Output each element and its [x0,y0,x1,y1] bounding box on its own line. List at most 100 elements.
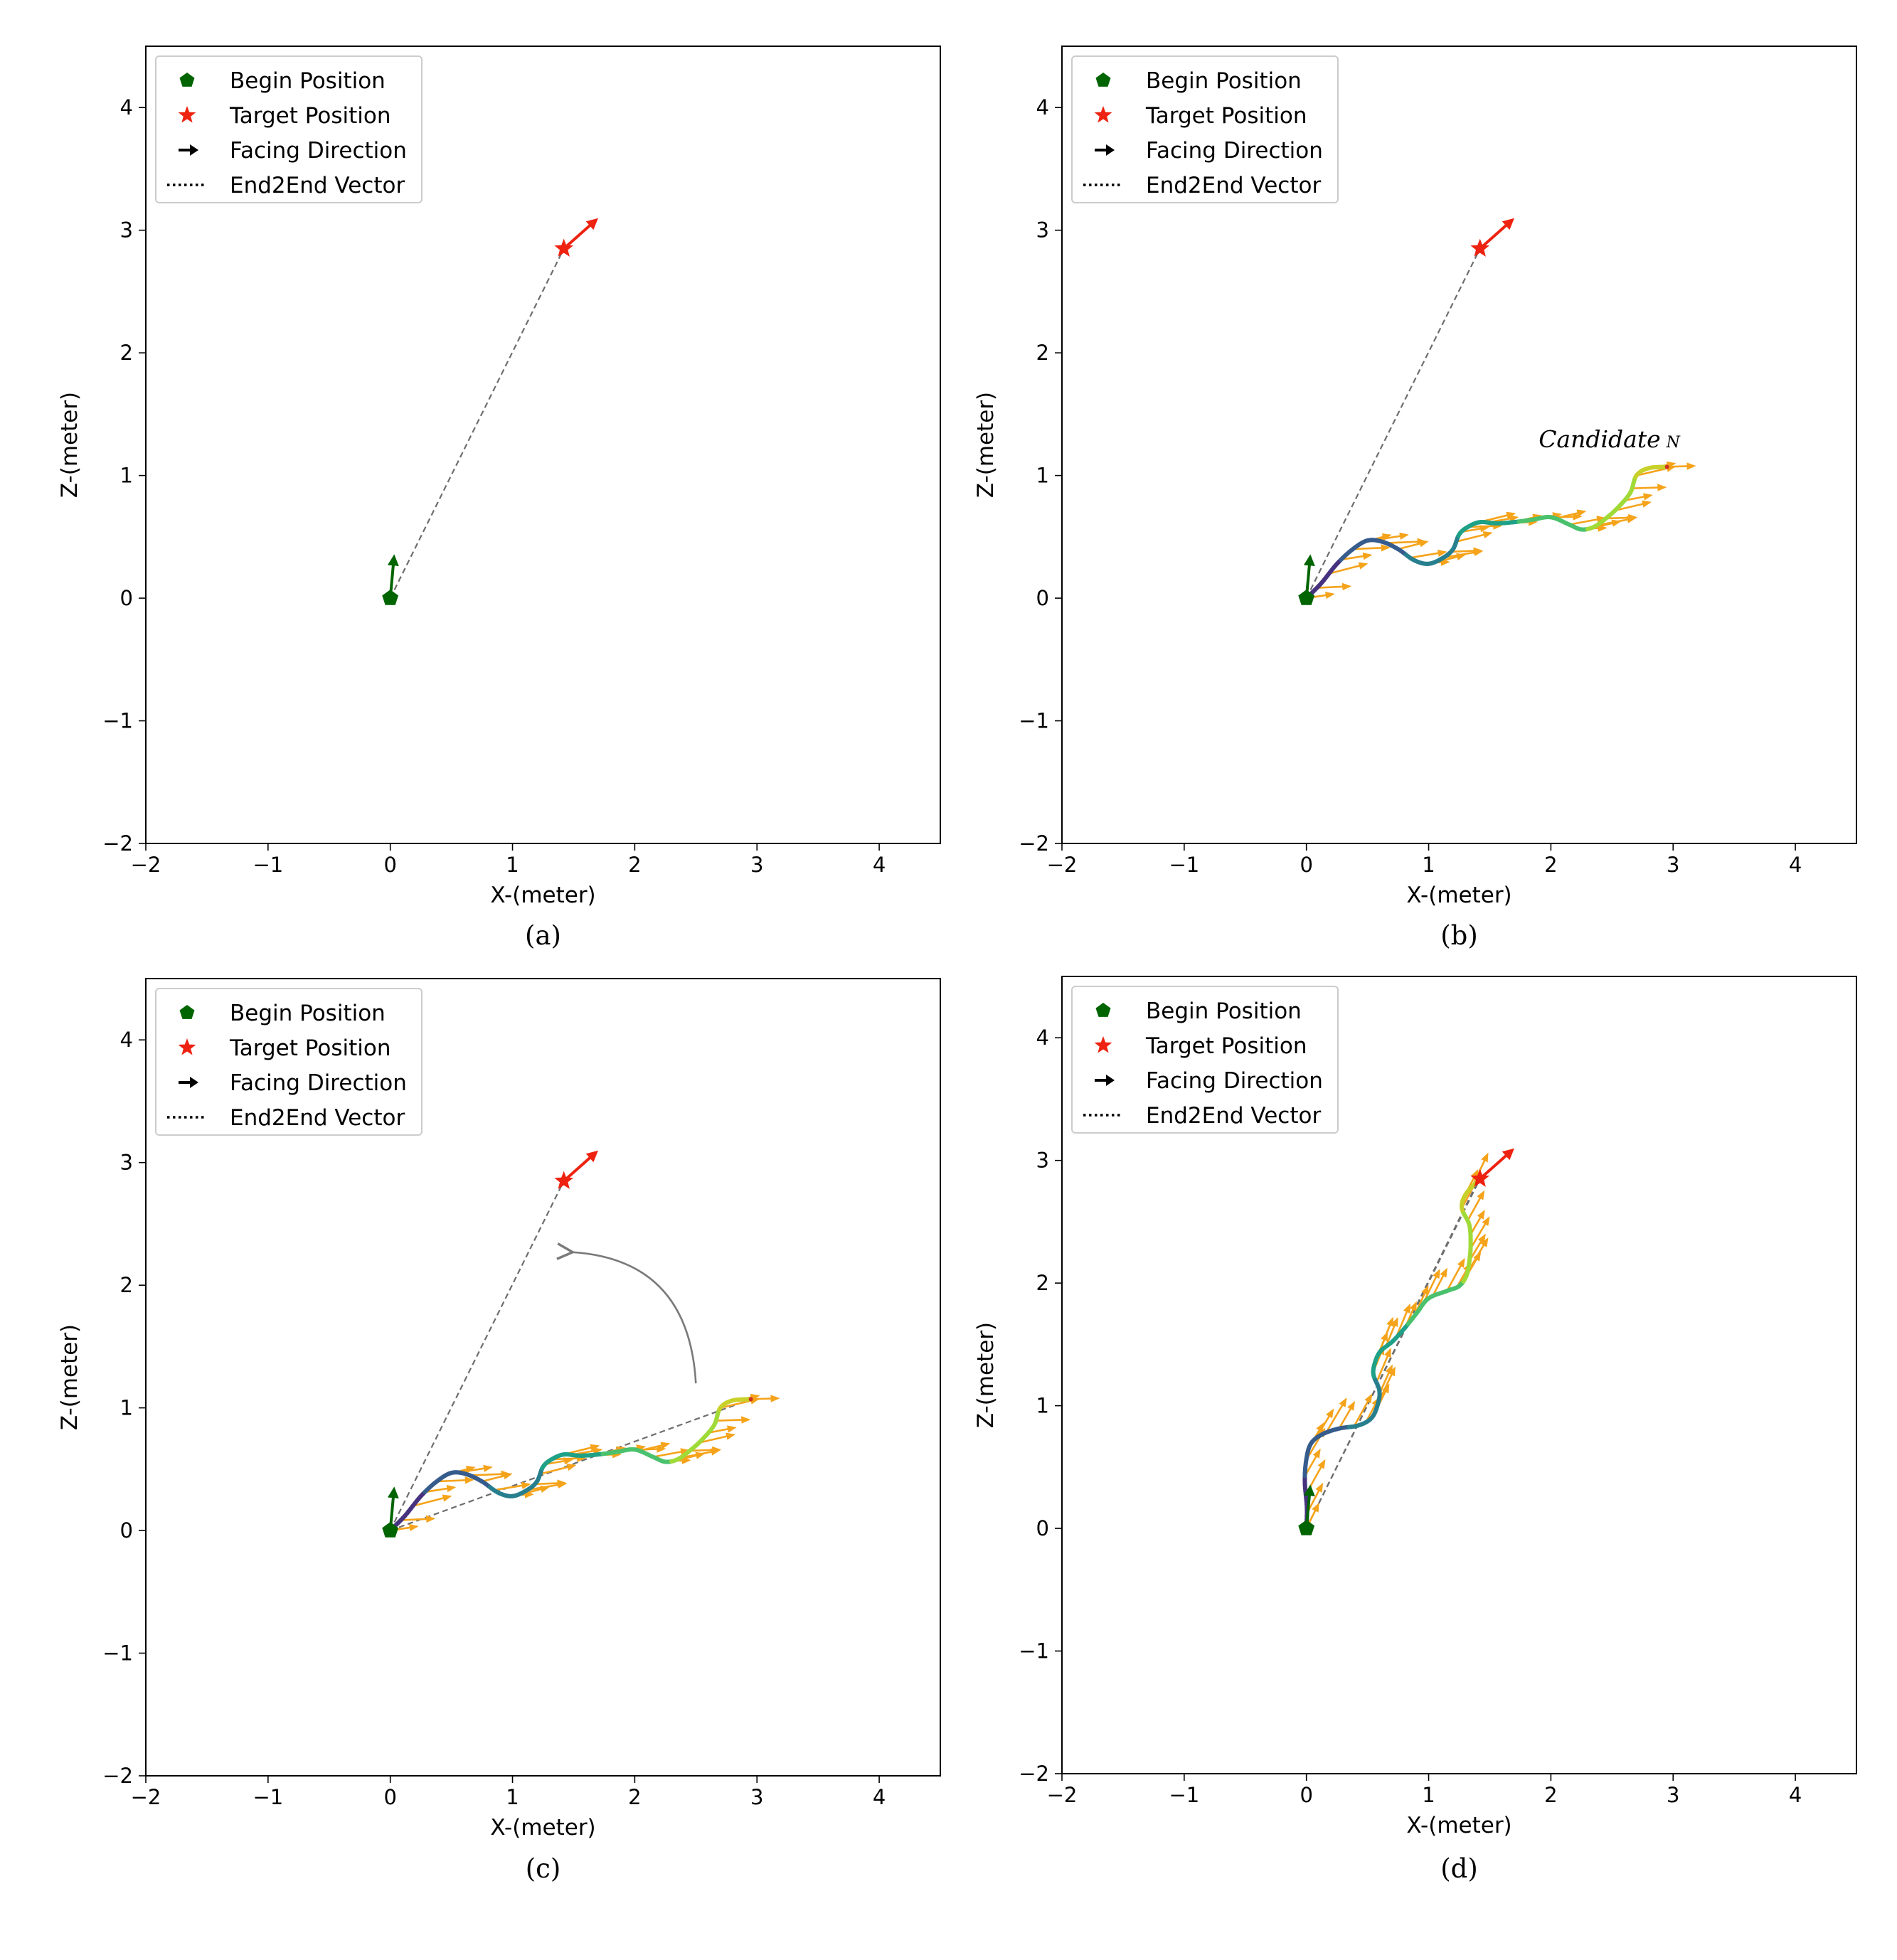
y-tick-label: −2 [1019,1762,1049,1786]
facing-arrow [1615,500,1652,512]
facing-arrow [1398,540,1429,550]
begin-position-marker [1298,590,1315,605]
facing-arrow [1470,1209,1485,1235]
facing-arrow [1353,1393,1373,1427]
facing-arrow [534,1479,567,1487]
legend-facing-arrowhead [1106,1075,1115,1086]
begin-position-marker [382,1522,399,1538]
legend-target-icon [1094,1036,1112,1053]
candidate-label-text: Candidate [1539,425,1660,453]
x-tick-label: 4 [1789,853,1802,877]
facing-arrow [1470,1216,1490,1250]
target-position-marker [1470,238,1489,257]
y-tick-label: 3 [1036,218,1049,243]
begin-position-marker [1298,1520,1315,1535]
facing-arrow [1410,549,1447,559]
x-tick-label: 4 [873,1785,886,1809]
facing-arrow [1375,1348,1392,1383]
legend-begin-icon [1095,1003,1111,1017]
x-tick-label: 2 [1544,1783,1557,1807]
x-tick-label: 3 [750,853,763,877]
facing-arrow [1568,516,1607,526]
legend-label: Target Position [1145,103,1307,129]
x-tick-label: −2 [1047,1783,1078,1807]
panel-c: −2 −1 0 1 2 3 4 −2 −1 0 1 2 3 4 X-(meter) Z-(meter) (c) B… [57,978,941,1884]
x-tick-label: 3 [1667,1783,1679,1807]
facing-arrow [1467,522,1503,530]
panel-caption: (a) [525,920,561,951]
facing-arrow [1467,1190,1485,1221]
facing-arrow [544,1457,573,1466]
y-tick-label: −1 [1019,709,1049,733]
end2end-vector-candidate [390,1398,752,1532]
legend-box [1071,55,1339,203]
x-tick-label: 1 [1422,853,1435,877]
y-tick-label: 0 [120,586,133,610]
panel-caption: (d) [1440,1853,1478,1884]
facing-arrow [1432,1267,1447,1296]
legend: Begin Position Target Position Facing Dire… [155,55,423,203]
legend: Begin Position Target Position Facing Dire… [1071,55,1339,203]
x-tick-label: −1 [1169,1783,1199,1807]
rotation-arrow [571,1252,697,1384]
legend-begin-icon [1095,73,1111,87]
legend-label: Begin Position [1146,998,1302,1024]
legend-label: Begin Position [230,1001,386,1026]
x-tick-label: 3 [750,1785,763,1809]
y-tick-label: 0 [1036,1516,1049,1540]
facing-arrow [551,1454,587,1462]
x-tick-label: 0 [383,853,396,877]
facing-arrow [708,1425,737,1434]
x-axis-label: X-(meter) [1406,1813,1511,1838]
legend-label: Facing Direction [230,1070,407,1096]
facing-arrow [436,1476,474,1484]
y-tick-label: 4 [120,95,133,119]
x-tick-label: 4 [1789,1783,1802,1807]
legend-label: End2End Vector [1146,1103,1321,1129]
y-axis-label: Z-(meter) [57,1324,83,1430]
legend: Begin Position Target Position Facing Dire… [1071,986,1339,1134]
y-tick-label: 1 [120,464,133,488]
legend-target-icon [178,1038,196,1055]
facing-arrow [413,1494,452,1507]
target-facing-arrow [1479,218,1514,250]
x-tick-label: 0 [1300,1783,1312,1807]
x-tick-label: −1 [253,853,283,877]
y-tick-label: 1 [120,1396,133,1420]
y-tick-label: −1 [1019,1639,1049,1663]
facing-arrow [1341,552,1373,561]
begin-position-marker [382,590,399,605]
facing-arrow [652,1448,691,1458]
x-tick-label: −2 [131,853,161,877]
target-facing-arrow [563,218,598,250]
candidate-end-marker [1664,464,1669,469]
x-tick-label: −2 [131,1785,161,1809]
facing-arrow [469,1470,511,1478]
legend-label: Target Position [229,103,390,129]
candidate-end-marker [748,1397,753,1402]
x-tick-label: 1 [1422,1783,1435,1807]
facing-arrow [1385,1317,1398,1347]
facing-arrow [1338,1400,1356,1429]
x-tick-label: −2 [1047,853,1078,877]
x-tick-label: 1 [506,1785,519,1809]
facing-arrow [425,1484,457,1493]
panel-caption: (c) [526,1853,561,1884]
end2end-vector-target [1305,248,1481,599]
legend-target-icon [178,106,196,123]
facing-arrow [1386,538,1427,545]
facing-arrow [1460,525,1489,533]
facing-arrow [539,1463,577,1475]
legend-begin-icon [179,1005,195,1019]
y-tick-label: 1 [1036,464,1049,488]
legend-facing-arrowhead [1106,144,1115,156]
facing-arrow [1325,1397,1347,1433]
facing-arrow [1455,531,1493,543]
x-tick-label: 4 [873,853,886,877]
facing-arrow [1624,493,1653,501]
end2end-vector-target [389,248,565,599]
trajectory [388,1397,753,1533]
facing-arrow [1555,509,1587,520]
x-tick-label: 2 [628,853,641,877]
